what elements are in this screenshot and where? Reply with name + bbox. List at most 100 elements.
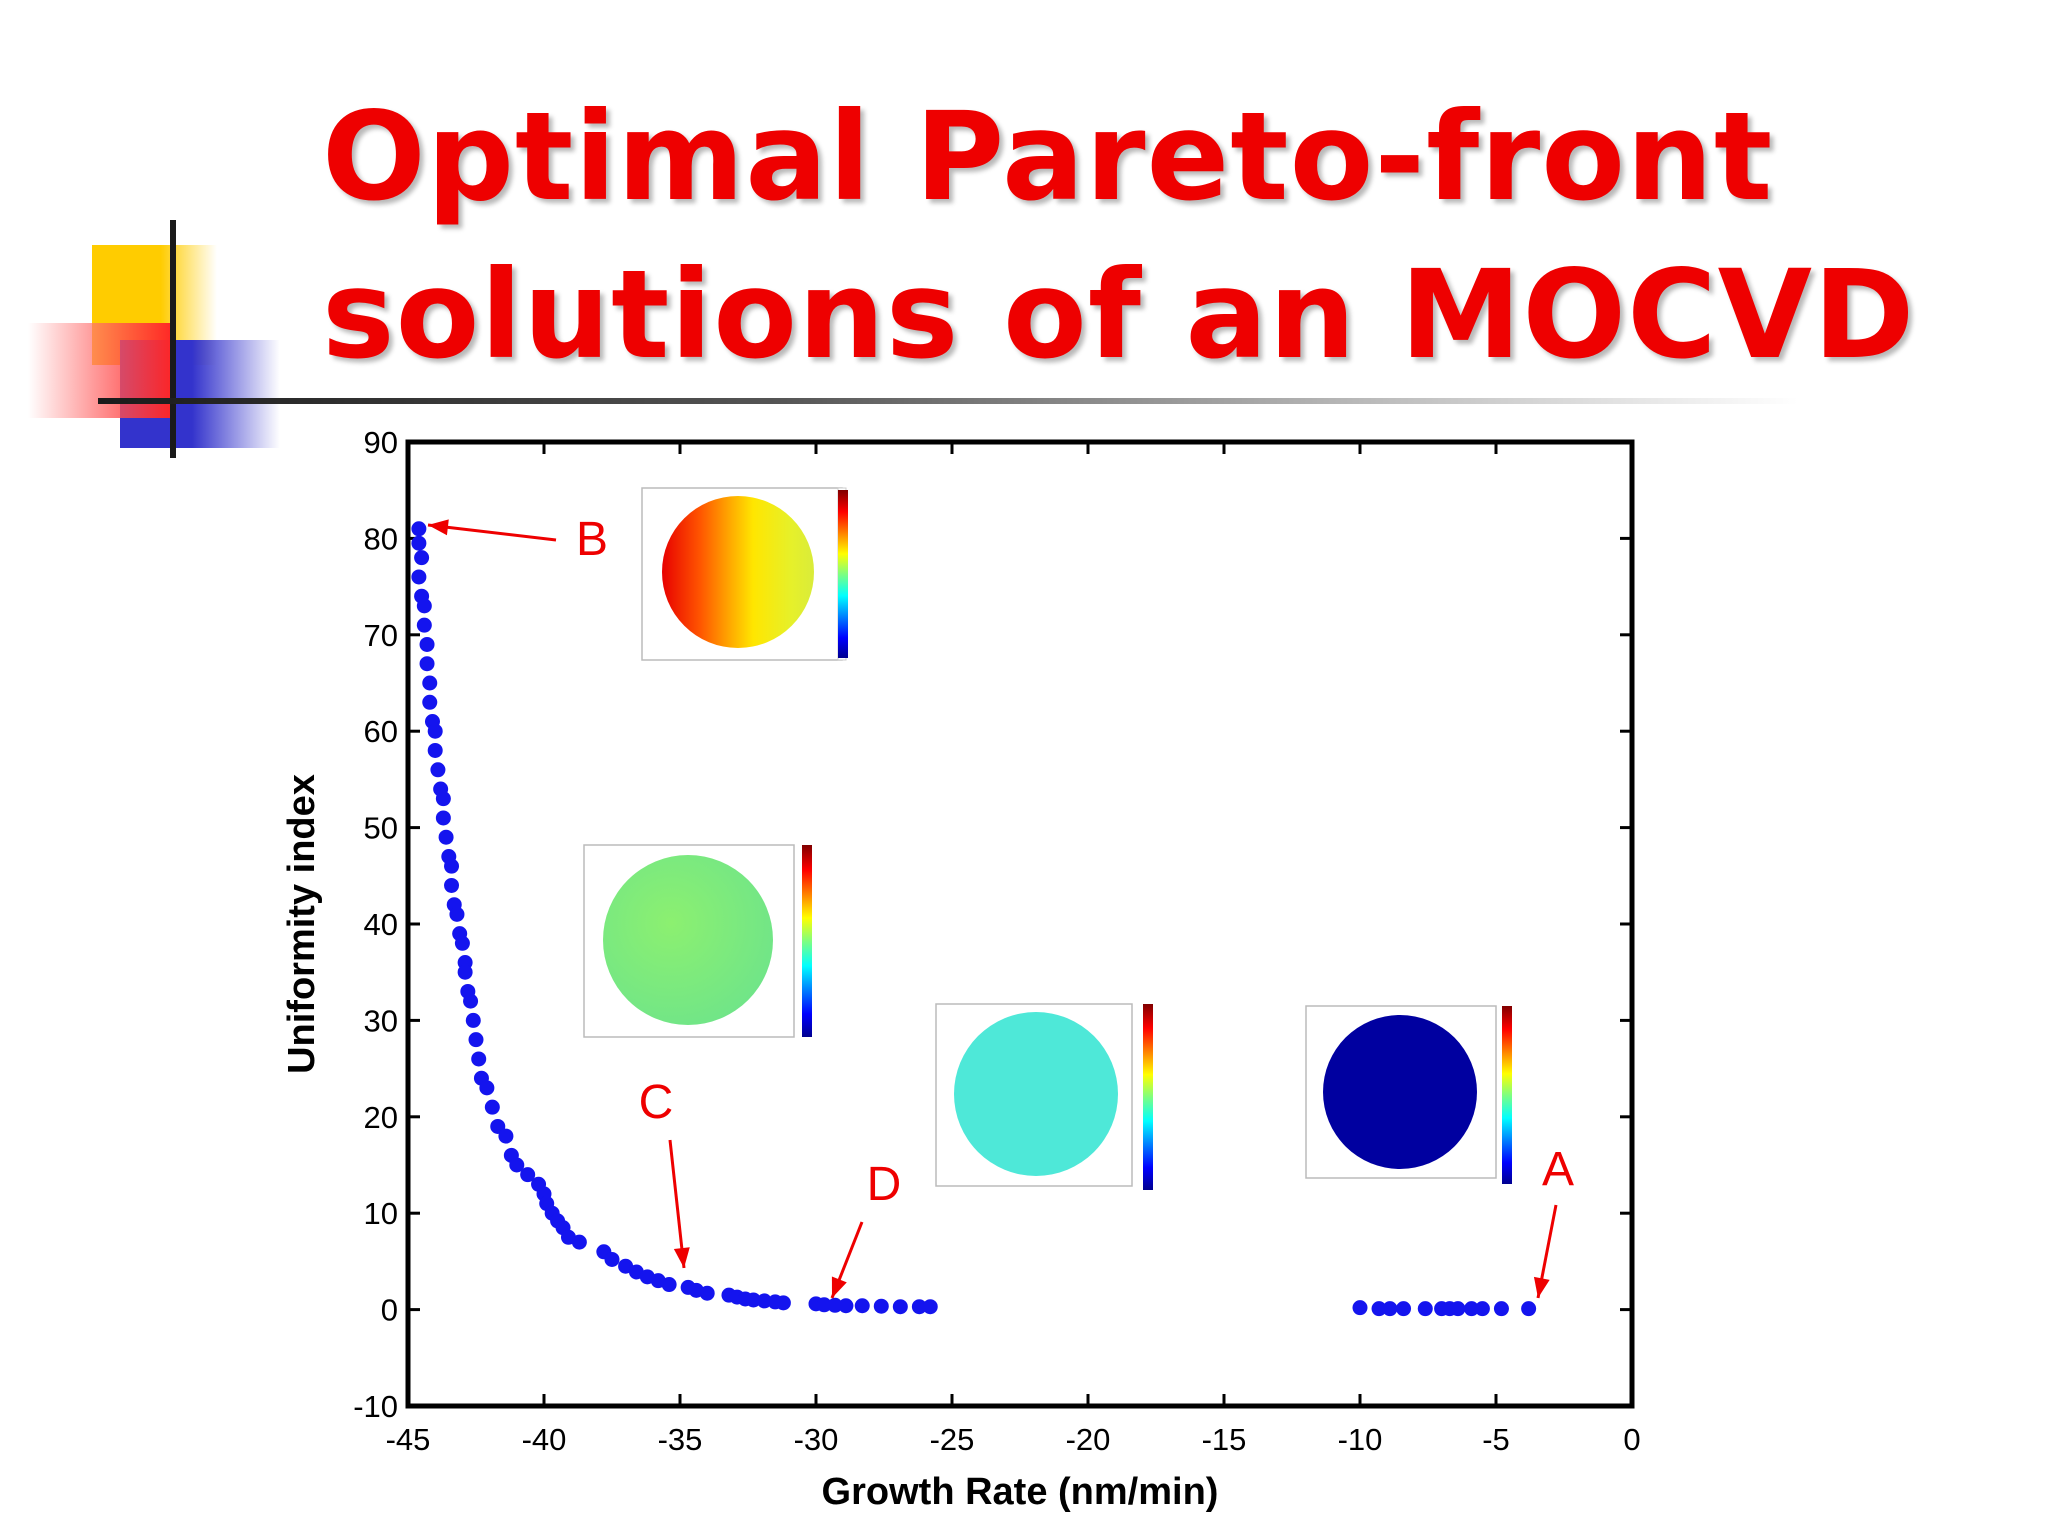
slide-title: Optimal Pareto-front solutions of an MOC… bbox=[322, 78, 1915, 394]
data-point bbox=[479, 1080, 495, 1096]
annotation-label: D bbox=[867, 1158, 902, 1211]
wafer-inset-b bbox=[641, 487, 848, 661]
y-tick-label: 50 bbox=[364, 811, 398, 846]
annotation-arrow-head bbox=[673, 1247, 690, 1268]
data-point bbox=[427, 723, 443, 739]
x-tick-label: -15 bbox=[1202, 1422, 1247, 1457]
data-point bbox=[411, 535, 427, 551]
y-tick-label: 70 bbox=[364, 618, 398, 653]
annotation-arrow-line bbox=[668, 1139, 686, 1269]
data-point bbox=[419, 636, 435, 652]
data-point bbox=[414, 550, 430, 566]
annotation-b: B bbox=[427, 513, 608, 566]
data-point bbox=[1382, 1301, 1398, 1317]
data-point bbox=[775, 1295, 791, 1311]
data-point bbox=[1371, 1301, 1387, 1317]
data-point bbox=[471, 1051, 487, 1067]
x-tick-label: -5 bbox=[1482, 1422, 1510, 1457]
x-tick-label: -45 bbox=[386, 1422, 431, 1457]
data-point bbox=[484, 1099, 500, 1115]
data-point bbox=[911, 1299, 927, 1315]
data-point bbox=[422, 694, 438, 710]
data-point bbox=[411, 521, 427, 537]
data-point bbox=[444, 877, 460, 893]
wafer-insets bbox=[583, 487, 1512, 1190]
data-point bbox=[454, 935, 470, 951]
data-point bbox=[463, 993, 479, 1009]
x-tick-label: 0 bbox=[1623, 1422, 1640, 1457]
data-point bbox=[419, 656, 435, 672]
annotation-label: A bbox=[1542, 1143, 1574, 1196]
data-point bbox=[816, 1297, 832, 1313]
data-point bbox=[1450, 1301, 1466, 1317]
data-point bbox=[699, 1285, 715, 1301]
data-point bbox=[416, 598, 432, 614]
data-point bbox=[1521, 1301, 1537, 1317]
data-point bbox=[1493, 1301, 1509, 1317]
y-tick-label: 40 bbox=[364, 907, 398, 942]
annotation-arrow-head bbox=[428, 519, 449, 536]
y-tick-label: 90 bbox=[364, 425, 398, 460]
annotation-arrow-line bbox=[427, 523, 557, 542]
data-point bbox=[604, 1251, 620, 1267]
data-point bbox=[468, 1032, 484, 1048]
decor-vertical-line bbox=[170, 220, 176, 458]
y-axis-title: Uniformity index bbox=[281, 774, 323, 1074]
data-point bbox=[430, 762, 446, 778]
data-point bbox=[661, 1277, 677, 1293]
data-point bbox=[416, 617, 432, 633]
y-tick-label: 80 bbox=[364, 521, 398, 556]
x-tick-label: -20 bbox=[1066, 1422, 1111, 1457]
annotation-c: C bbox=[639, 1076, 690, 1269]
data-point bbox=[827, 1297, 843, 1313]
data-point bbox=[449, 906, 465, 922]
y-tick-label: -10 bbox=[353, 1389, 398, 1424]
data-point bbox=[457, 964, 473, 980]
data-point bbox=[435, 791, 451, 807]
data-point bbox=[745, 1292, 761, 1308]
data-point bbox=[1474, 1301, 1490, 1317]
decor-horizontal-line bbox=[98, 398, 1798, 404]
annotation-label: B bbox=[576, 513, 608, 566]
data-point bbox=[520, 1167, 536, 1183]
data-point bbox=[1464, 1301, 1480, 1317]
data-point bbox=[411, 569, 427, 585]
data-point bbox=[465, 1012, 481, 1028]
y-tick-label: 0 bbox=[381, 1293, 398, 1328]
data-point bbox=[422, 675, 438, 691]
slide-title-line-1: Optimal Pareto-front bbox=[322, 86, 1774, 228]
annotation-arrow-head bbox=[831, 1276, 847, 1298]
annotation-d: D bbox=[830, 1158, 902, 1299]
data-point bbox=[922, 1299, 938, 1315]
x-tick-label: -30 bbox=[794, 1422, 839, 1457]
chart-axes: -45 -40 -35 -30 -25 -20 -15 -10 -5 0 -10 0 10 20 30 40 5… bbox=[281, 425, 1641, 1513]
data-point bbox=[892, 1299, 908, 1315]
x-tick-label: -35 bbox=[658, 1422, 703, 1457]
wafer-inset-d bbox=[935, 1003, 1153, 1190]
y-tick-label: 10 bbox=[364, 1196, 398, 1231]
annotation-arrow-head bbox=[1533, 1276, 1550, 1298]
data-point bbox=[571, 1234, 587, 1250]
wafer-inset-a bbox=[1305, 1005, 1512, 1184]
y-tick-label: 60 bbox=[364, 714, 398, 749]
data-point bbox=[444, 858, 460, 874]
x-axis-title: Growth Rate (nm/min) bbox=[822, 1471, 1219, 1513]
data-point bbox=[756, 1293, 772, 1309]
chart-points bbox=[411, 521, 1537, 1317]
data-point bbox=[854, 1298, 870, 1314]
x-tick-label: -10 bbox=[1338, 1422, 1383, 1457]
data-point bbox=[1352, 1300, 1368, 1316]
wafer-inset-c bbox=[583, 844, 812, 1038]
data-point bbox=[498, 1128, 514, 1144]
data-point bbox=[509, 1157, 525, 1173]
annotation-a: A bbox=[1533, 1143, 1574, 1299]
chart-annotations: A B C D bbox=[427, 513, 1574, 1299]
data-point bbox=[438, 829, 454, 845]
data-point bbox=[427, 742, 443, 758]
annotation-label: C bbox=[639, 1076, 674, 1129]
data-point bbox=[838, 1298, 854, 1314]
x-tick-label: -25 bbox=[930, 1422, 975, 1457]
data-point bbox=[1417, 1301, 1433, 1317]
